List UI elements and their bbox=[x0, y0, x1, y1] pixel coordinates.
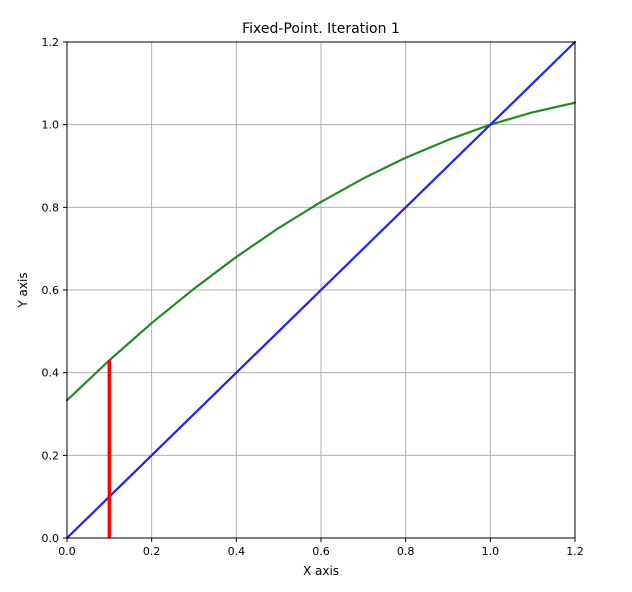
y-tick-label: 0.2 bbox=[42, 449, 60, 462]
y-tick-label: 0.0 bbox=[42, 532, 60, 545]
ticks: 0.0 0.2 0.4 0.6 0.8 1.0 1.2 0.0 0.2 0.4 0.6 0.8 1.0 1… bbox=[42, 36, 584, 558]
y-tick-label: 0.6 bbox=[42, 284, 60, 297]
x-tick-label: 0.2 bbox=[143, 545, 161, 558]
x-tick-label: 1.0 bbox=[482, 545, 500, 558]
y-tick-label: 0.4 bbox=[42, 367, 60, 380]
x-tick-label: 0.6 bbox=[312, 545, 330, 558]
chart-title: Fixed-Point. Iteration 1 bbox=[242, 21, 400, 37]
series-line-identity-line bbox=[65, 40, 577, 540]
x-axis-label: X axis bbox=[303, 564, 339, 578]
x-tick-label: 0.8 bbox=[397, 545, 415, 558]
series-layer bbox=[65, 40, 577, 540]
y-tick-label: 1.0 bbox=[42, 119, 60, 132]
y-tick-label: 1.2 bbox=[42, 36, 60, 49]
x-tick-label: 0.0 bbox=[58, 545, 76, 558]
x-tick-label: 0.4 bbox=[228, 545, 246, 558]
x-tick-label: 1.2 bbox=[566, 545, 584, 558]
y-tick-label: 0.8 bbox=[42, 201, 60, 214]
y-axis-label: Y axis bbox=[16, 272, 30, 308]
